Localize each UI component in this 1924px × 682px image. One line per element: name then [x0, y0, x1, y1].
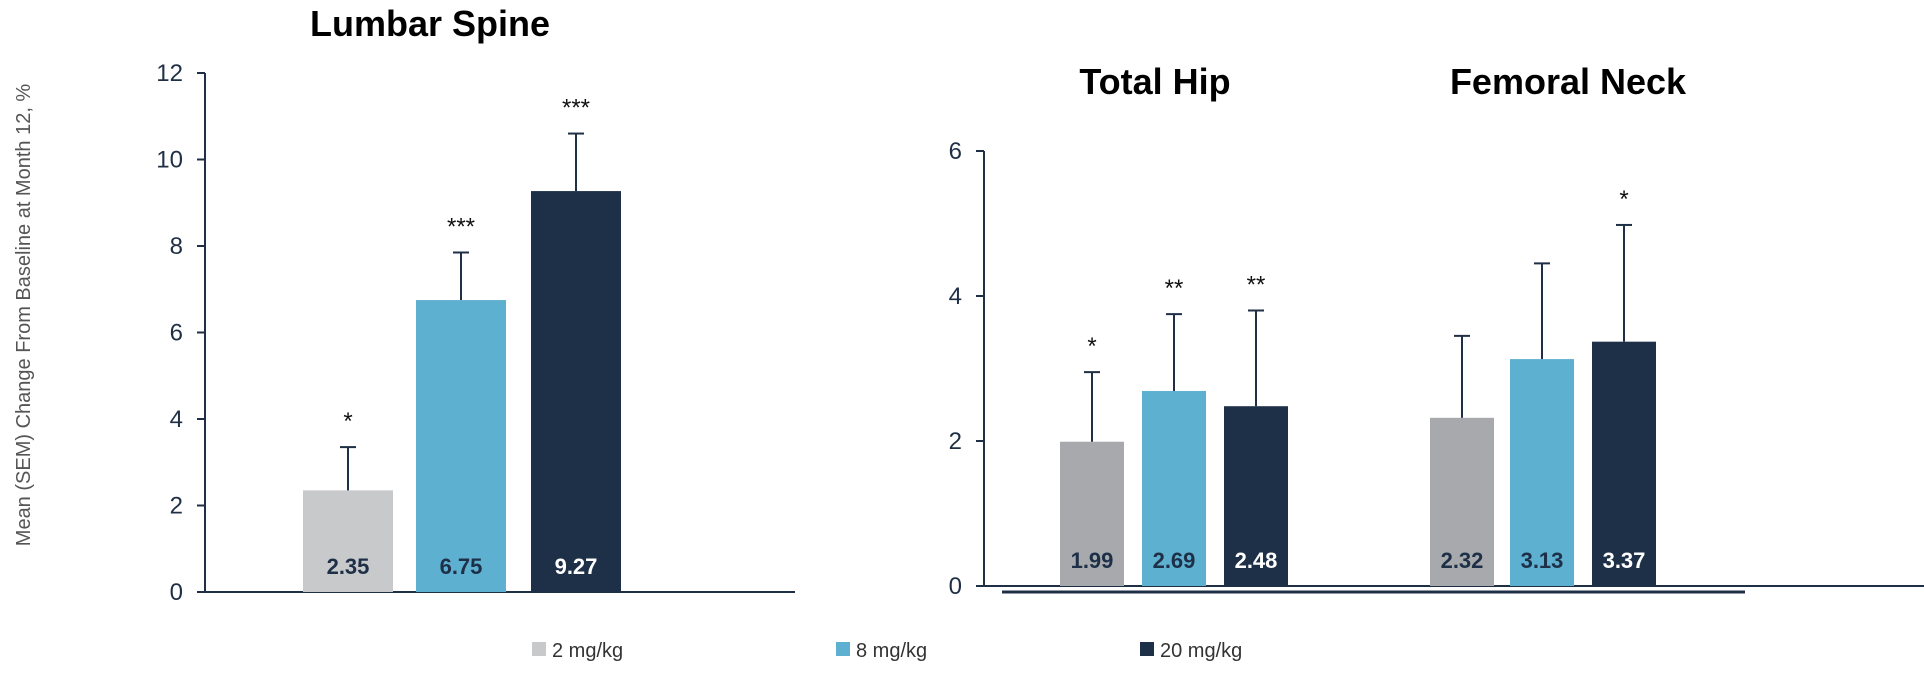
- bar-value-label: 2.32: [1441, 548, 1484, 573]
- bar-value-label: 6.75: [440, 554, 483, 579]
- y-tick-label: 8: [170, 233, 183, 260]
- panel-title: Lumbar Spine: [310, 3, 550, 44]
- bar-value-label: 3.37: [1603, 548, 1646, 573]
- bar: [416, 300, 506, 592]
- legend-swatch: [1140, 642, 1154, 656]
- y-tick-label: 6: [949, 138, 962, 165]
- legend-swatch: [836, 642, 850, 656]
- y-tick-label: 12: [156, 60, 183, 87]
- y-tick-label: 4: [949, 283, 962, 310]
- y-tick-label: 0: [170, 579, 183, 606]
- bar-value-label: 2.35: [327, 554, 370, 579]
- group-title: Total Hip: [1079, 61, 1230, 102]
- significance-marker: **: [1165, 275, 1184, 302]
- y-tick-label: 4: [170, 406, 183, 433]
- y-tick-label: 2: [949, 428, 962, 455]
- significance-marker: *: [1087, 333, 1096, 360]
- legend-label: 2 mg/kg: [552, 640, 623, 662]
- significance-marker: *: [343, 408, 352, 435]
- legend-swatch: [532, 642, 546, 656]
- bar: [1510, 359, 1574, 586]
- y-tick-label: 2: [170, 493, 183, 520]
- bar: [1224, 406, 1288, 586]
- bar: [303, 490, 393, 592]
- bar: [531, 191, 621, 592]
- significance-marker: *: [1619, 186, 1628, 213]
- y-tick-label: 6: [170, 320, 183, 347]
- bar-value-label: 1.99: [1071, 548, 1114, 573]
- bar: [1430, 417, 1494, 586]
- significance-marker: **: [1247, 272, 1266, 299]
- bar-value-label: 2.69: [1153, 548, 1196, 573]
- significance-marker: ***: [447, 213, 475, 240]
- bar-value-label: 3.13: [1521, 548, 1564, 573]
- y-tick-label: 10: [156, 147, 183, 174]
- bar: [1060, 441, 1124, 586]
- legend-label: 8 mg/kg: [856, 640, 927, 662]
- y-tick-label: 0: [949, 573, 962, 600]
- bar: [1142, 390, 1206, 586]
- significance-marker: ***: [562, 95, 590, 122]
- bar-value-label: 9.27: [555, 554, 598, 579]
- bar-value-label: 2.48: [1235, 548, 1278, 573]
- bar: [1592, 341, 1656, 586]
- group-title: Femoral Neck: [1450, 61, 1687, 102]
- y-axis-label: Mean (SEM) Change From Baseline at Month…: [13, 84, 35, 547]
- legend-label: 20 mg/kg: [1160, 640, 1242, 662]
